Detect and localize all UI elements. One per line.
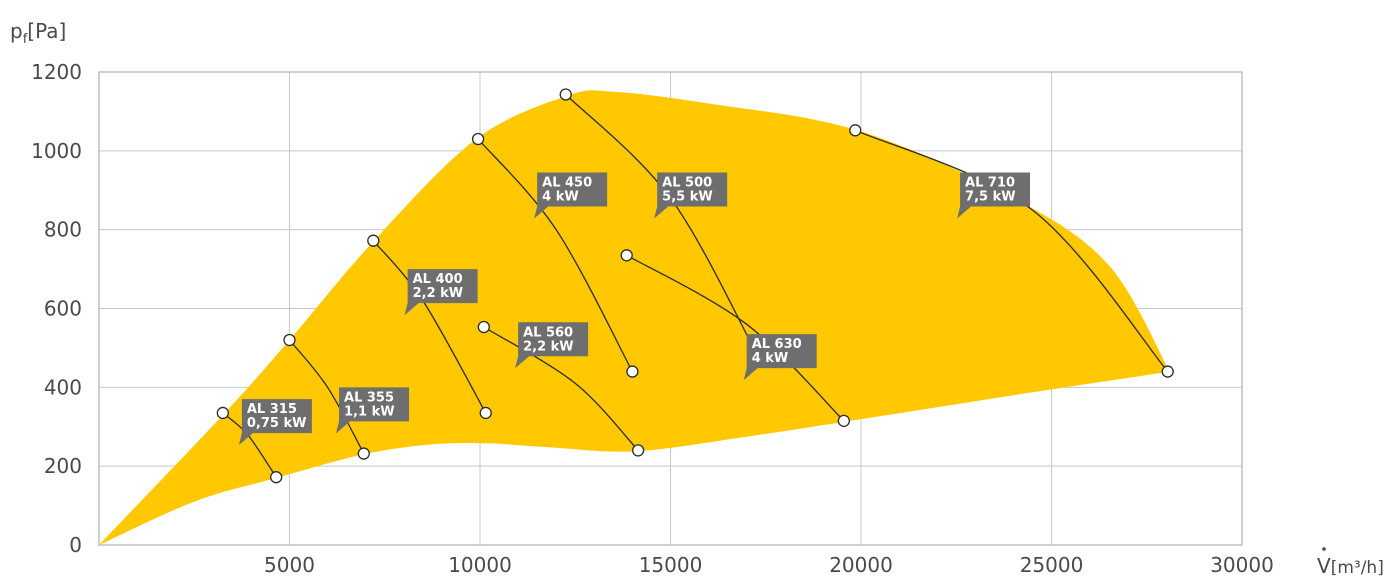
- x-tick-label: 30000: [1210, 553, 1274, 577]
- x-tick-label: 10000: [448, 553, 512, 577]
- x-axis-title: V[m³/h]: [1317, 547, 1384, 577]
- x-tick-label: 25000: [1020, 553, 1084, 577]
- label-text: 2,2 kW: [413, 286, 464, 301]
- label-text: 2,2 kW: [523, 339, 574, 354]
- x-tick-label: 5000: [264, 553, 315, 577]
- x-tick-label: 15000: [639, 553, 703, 577]
- label-box: [654, 172, 728, 219]
- y-tick-label: 600: [44, 297, 82, 321]
- curve-al-630: [626, 254, 845, 422]
- point-al-315-start: [216, 406, 229, 420]
- point-al-355-start: [283, 333, 296, 347]
- label-text: 4 kW: [542, 190, 579, 205]
- label-text: AL 355: [344, 390, 394, 405]
- label-text: 1,1 kW: [344, 404, 395, 419]
- point-al-560-start: [477, 320, 490, 334]
- label-box: [743, 334, 817, 381]
- x-tick-label: 20000: [829, 553, 893, 577]
- y-tick-label: 1000: [31, 139, 82, 163]
- y-tick-label: 1200: [31, 60, 82, 84]
- svg-text:V[m³/h]: V[m³/h]: [1317, 554, 1384, 577]
- curves-layer: [222, 94, 1169, 478]
- label-box: [336, 387, 410, 434]
- label-box: [238, 399, 312, 446]
- plot-frame: [98, 71, 1243, 546]
- label-box: [515, 322, 589, 369]
- label-text: AL 560: [523, 325, 573, 340]
- y-tick-label: 200: [44, 454, 82, 478]
- curve-al-355: [288, 339, 365, 454]
- curve-al-710: [855, 129, 1169, 373]
- curve-al-560: [483, 326, 639, 451]
- point-al-710-end: [1161, 365, 1174, 378]
- operating-envelope-area: [99, 90, 1170, 546]
- curve-al-400: [372, 240, 487, 414]
- point-al-500-start: [559, 88, 572, 101]
- point-al-630-start: [620, 249, 633, 262]
- point-al-450-start: [471, 132, 485, 146]
- flow-rate-dot-mark: [1322, 547, 1326, 551]
- label-box: [957, 172, 1031, 219]
- envelope-layer: [99, 90, 1170, 546]
- y-tick-label: 400: [44, 375, 82, 399]
- point-al-710-start: [849, 124, 862, 137]
- label-text: AL 315: [247, 402, 297, 417]
- point-al-560-end: [631, 444, 645, 457]
- label-text: AL 630: [752, 337, 802, 352]
- label-box: [534, 172, 608, 219]
- label-text: 0,75 kW: [247, 416, 307, 431]
- y-tick-label: 0: [69, 533, 82, 557]
- point-al-400-start: [367, 234, 380, 247]
- label-text: AL 400: [413, 272, 463, 287]
- point-al-355-end: [357, 447, 370, 460]
- point-al-450-end: [626, 365, 639, 378]
- point-al-315-end: [270, 471, 283, 484]
- label-text: AL 500: [662, 176, 712, 191]
- label-text: 4 kW: [752, 351, 789, 366]
- label-text: AL 450: [542, 176, 592, 191]
- point-al-400-end: [479, 406, 492, 420]
- label-text: AL 710: [965, 176, 1015, 191]
- tick-labels-layer: 5000 10000 15000 20000 25000 30000 0 200 400 600 8…: [31, 60, 1274, 577]
- y-axis-title: pf[Pa]: [10, 19, 66, 47]
- label-text: 7,5 kW: [965, 190, 1016, 205]
- y-tick-label: 800: [44, 218, 82, 242]
- curve-al-450: [477, 138, 633, 372]
- label-text: 5,5 kW: [662, 190, 713, 205]
- point-al-630-end: [837, 414, 851, 427]
- label-box: [404, 269, 478, 316]
